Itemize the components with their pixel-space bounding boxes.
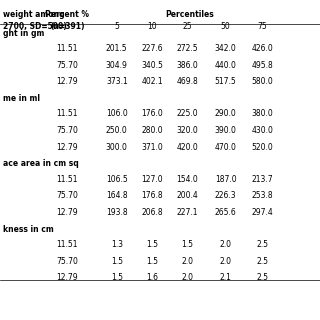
- Text: 371.0: 371.0: [141, 143, 163, 152]
- Text: 206.8: 206.8: [141, 208, 163, 217]
- Text: 201.5: 201.5: [106, 44, 128, 53]
- Text: 11.51: 11.51: [56, 109, 78, 118]
- Text: 250.0: 250.0: [106, 126, 128, 135]
- Text: 2.0: 2.0: [181, 273, 193, 282]
- Text: 320.0: 320.0: [176, 126, 198, 135]
- Text: 1.5: 1.5: [111, 273, 123, 282]
- Text: 200.4: 200.4: [176, 191, 198, 200]
- Text: 1.3: 1.3: [111, 240, 123, 249]
- Text: 193.8: 193.8: [106, 208, 128, 217]
- Text: ght in gm: ght in gm: [3, 29, 44, 38]
- Text: 373.1: 373.1: [106, 77, 128, 86]
- Text: 1.5: 1.5: [146, 240, 158, 249]
- Text: 176.8: 176.8: [141, 191, 163, 200]
- Text: 225.0: 225.0: [176, 109, 198, 118]
- Text: 106.5: 106.5: [106, 175, 128, 184]
- Text: 2.0: 2.0: [220, 240, 232, 249]
- Text: weight among: weight among: [3, 10, 65, 19]
- Text: 75.70: 75.70: [56, 61, 78, 70]
- Text: 265.6: 265.6: [215, 208, 236, 217]
- Text: 12.79: 12.79: [56, 77, 78, 86]
- Text: 2.5: 2.5: [256, 257, 268, 266]
- Text: 297.4: 297.4: [252, 208, 273, 217]
- Text: kness in cm: kness in cm: [3, 225, 54, 234]
- Text: 11.51: 11.51: [56, 240, 78, 249]
- Text: 2.0: 2.0: [220, 257, 232, 266]
- Text: 290.0: 290.0: [215, 109, 236, 118]
- Text: 426.0: 426.0: [252, 44, 273, 53]
- Text: 280.0: 280.0: [141, 126, 163, 135]
- Text: 300.0: 300.0: [106, 143, 128, 152]
- Text: 75.70: 75.70: [56, 126, 78, 135]
- Text: 2.0: 2.0: [181, 257, 193, 266]
- Text: 380.0: 380.0: [252, 109, 273, 118]
- Text: 2.5: 2.5: [256, 273, 268, 282]
- Text: 340.5: 340.5: [141, 61, 163, 70]
- Text: Percent %: Percent %: [45, 10, 89, 19]
- Text: 390.0: 390.0: [215, 126, 236, 135]
- Text: 75.70: 75.70: [56, 257, 78, 266]
- Text: 517.5: 517.5: [215, 77, 236, 86]
- Text: 272.5: 272.5: [176, 44, 198, 53]
- Text: me in ml: me in ml: [3, 94, 40, 103]
- Text: 2700, SD=500): 2700, SD=500): [3, 22, 67, 31]
- Text: 12.79: 12.79: [56, 143, 78, 152]
- Text: 253.8: 253.8: [252, 191, 273, 200]
- Text: 213.7: 213.7: [252, 175, 273, 184]
- Text: 227.6: 227.6: [141, 44, 163, 53]
- Text: 11.51: 11.51: [56, 175, 78, 184]
- Text: 1.5: 1.5: [146, 257, 158, 266]
- Text: 440.0: 440.0: [215, 61, 236, 70]
- Text: ace area in cm sq: ace area in cm sq: [3, 159, 79, 168]
- Text: 226.3: 226.3: [215, 191, 236, 200]
- Text: 187.0: 187.0: [215, 175, 236, 184]
- Text: 11.51: 11.51: [56, 44, 78, 53]
- Text: 1.6: 1.6: [146, 273, 158, 282]
- Text: 176.0: 176.0: [141, 109, 163, 118]
- Text: 75: 75: [258, 22, 267, 31]
- Text: 1.5: 1.5: [181, 240, 193, 249]
- Text: 469.8: 469.8: [176, 77, 198, 86]
- Text: 25: 25: [182, 22, 192, 31]
- Text: 127.0: 127.0: [141, 175, 163, 184]
- Text: 304.9: 304.9: [106, 61, 128, 70]
- Text: 420.0: 420.0: [176, 143, 198, 152]
- Text: 5: 5: [114, 22, 119, 31]
- Text: 106.0: 106.0: [106, 109, 128, 118]
- Text: 2.5: 2.5: [256, 240, 268, 249]
- Text: 10: 10: [147, 22, 157, 31]
- Text: (n=391): (n=391): [50, 22, 84, 31]
- Text: 1.5: 1.5: [111, 257, 123, 266]
- Text: Percentiles: Percentiles: [165, 10, 214, 19]
- Text: 342.0: 342.0: [215, 44, 236, 53]
- Text: 12.79: 12.79: [56, 208, 78, 217]
- Text: 12.79: 12.79: [56, 273, 78, 282]
- Text: 75.70: 75.70: [56, 191, 78, 200]
- Text: 154.0: 154.0: [176, 175, 198, 184]
- Text: 580.0: 580.0: [252, 77, 273, 86]
- Text: 520.0: 520.0: [252, 143, 273, 152]
- Text: 495.8: 495.8: [252, 61, 273, 70]
- Text: 386.0: 386.0: [176, 61, 198, 70]
- Text: 470.0: 470.0: [215, 143, 236, 152]
- Text: 2.1: 2.1: [220, 273, 232, 282]
- Text: 50: 50: [221, 22, 230, 31]
- Text: 430.0: 430.0: [252, 126, 273, 135]
- Text: 402.1: 402.1: [141, 77, 163, 86]
- Text: 164.8: 164.8: [106, 191, 128, 200]
- Text: 227.1: 227.1: [176, 208, 198, 217]
